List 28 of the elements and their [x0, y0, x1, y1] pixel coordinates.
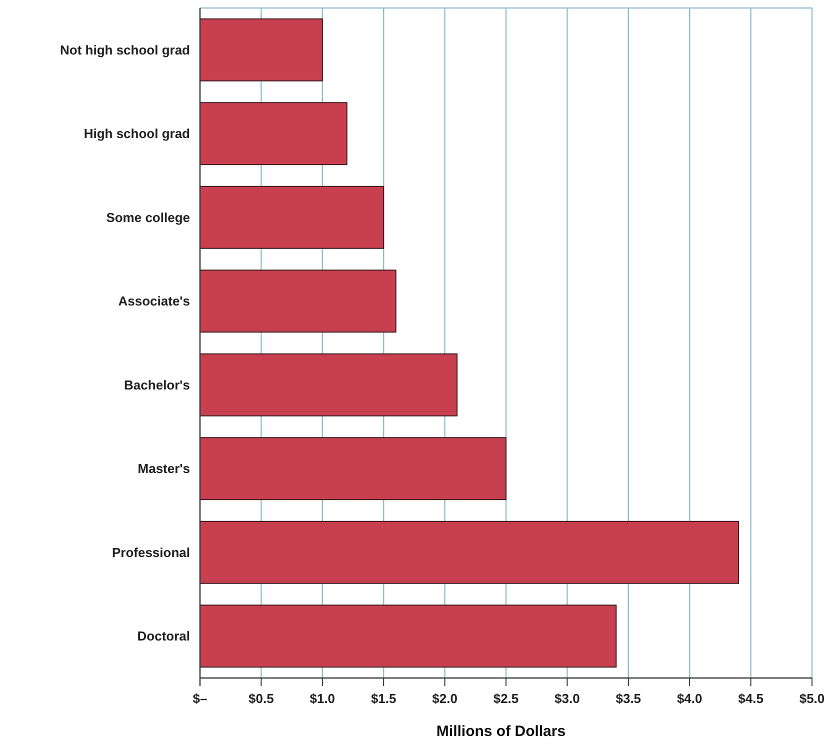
y-tick-label: Some college: [106, 210, 190, 225]
y-tick-label: Professional: [112, 544, 190, 560]
x-tick-label: $–: [192, 691, 208, 706]
bar: [200, 186, 384, 249]
bar: [200, 18, 323, 82]
x-tick-label: $4.5: [738, 691, 764, 706]
bar: [200, 270, 396, 333]
bar: [200, 102, 348, 166]
y-tick-label: Master's: [138, 461, 190, 476]
bar: [200, 604, 617, 668]
x-tick-label: $3.5: [616, 691, 642, 706]
y-tick-label: Doctoral: [137, 628, 190, 644]
bar: [200, 437, 506, 500]
x-tick-label: $3.0: [554, 691, 580, 706]
x-tick-label: $4.0: [676, 691, 702, 706]
x-tick-label: $1.5: [370, 691, 396, 706]
x-tick-label: $2.5: [493, 691, 519, 706]
x-tick-label: $5.0: [799, 691, 825, 706]
x-tick-label: $1.0: [310, 691, 336, 706]
bar: [200, 353, 458, 416]
y-tick-label: Not high school grad: [60, 42, 190, 58]
y-tick-label: Associate's: [118, 294, 190, 309]
y-tick-label: High school grad: [84, 126, 190, 142]
bar: [200, 520, 740, 584]
x-axis-title: Millions of Dollars: [436, 723, 566, 740]
x-tick-label: $0.5: [248, 691, 274, 706]
y-tick-label: Bachelor's: [124, 377, 190, 392]
x-tick-label: $2.0: [432, 691, 458, 706]
